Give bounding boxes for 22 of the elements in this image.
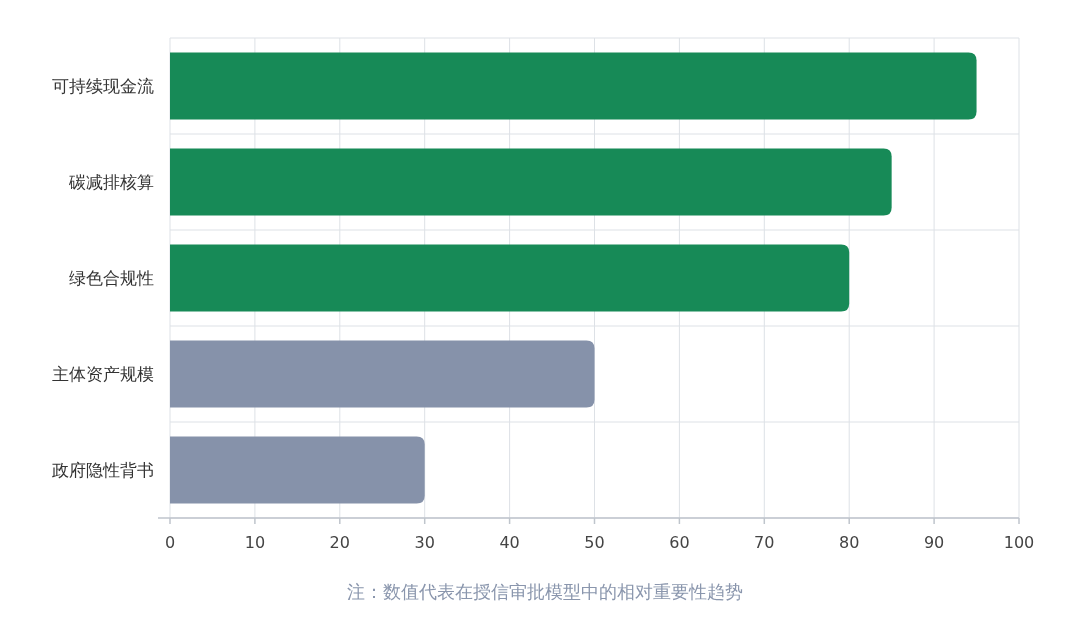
y-tick-label: 可持续现金流 (52, 76, 154, 96)
x-tick-label: 40 (499, 533, 520, 552)
text: 注：数值代表在授信审批模型中的相对重要性趋势 (346, 581, 743, 602)
bar (170, 244, 850, 312)
y-tick-label: 绿色合规性 (69, 268, 154, 288)
x-tick-label: 100 (1003, 533, 1035, 552)
x-tick-label: 90 (923, 533, 945, 552)
x-tick-label: 30 (414, 533, 435, 552)
bar (170, 340, 595, 408)
x-tick-label: 70 (754, 533, 775, 552)
y-tick-label: 主体资产规模 (52, 364, 154, 384)
bar (170, 436, 425, 504)
x-tick-label: 60 (669, 533, 690, 552)
x-tick-label: 50 (584, 533, 605, 552)
x-tick-label: 20 (329, 533, 350, 552)
x-tick-label: 10 (244, 533, 266, 552)
bar (170, 52, 977, 120)
y-tick-label: 碳减排核算 (68, 172, 154, 192)
y-tick-label: 政府隐性背书 (52, 460, 154, 480)
bar (170, 148, 892, 216)
x-tick-label: 80 (839, 533, 860, 552)
x-tick-label: 0 (164, 533, 176, 552)
